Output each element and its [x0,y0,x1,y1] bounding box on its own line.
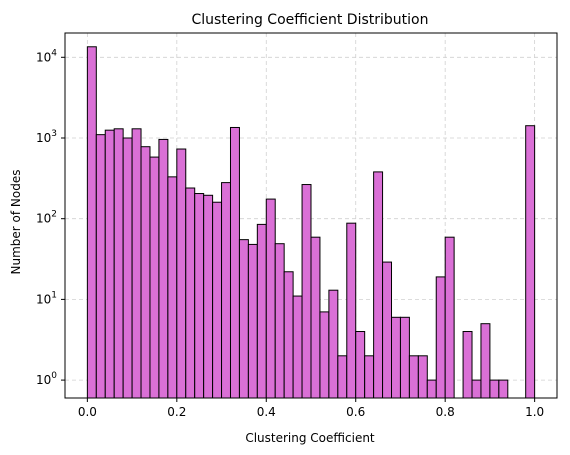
histogram-bar [355,331,366,399]
histogram-bar [310,236,321,399]
histogram-bar [104,129,115,399]
histogram-bar [480,323,491,399]
histogram-bar [489,379,500,399]
histogram-bar [274,243,285,399]
y-axis-label: Number of Nodes [9,170,23,275]
x-tick-label: 0.4 [257,405,276,419]
histogram-bar [185,187,196,399]
x-tick-label: 1.0 [525,405,544,419]
histogram-bar [283,271,294,399]
histogram-bar [417,355,428,399]
histogram-bar [391,316,401,399]
histogram-bar [86,46,97,399]
histogram-bar [131,128,142,399]
histogram-bar [426,379,437,399]
histogram-bar [337,355,348,399]
histogram-bar [158,138,169,399]
histogram-bar [471,379,482,399]
histogram-bar [301,184,312,399]
histogram-bar [95,134,106,399]
histogram-bar [238,239,249,399]
histogram-bar [525,125,536,399]
y-tick-label: 103 [36,129,57,145]
histogram-bar [444,236,455,399]
x-tick-label: 0.6 [346,405,365,419]
x-tick-label: 0.2 [167,405,186,419]
chart-title: Clustering Coefficient Distribution [192,12,429,28]
histogram-bar [373,171,384,399]
y-tick-label: 104 [36,48,57,64]
x-axis-label: Clustering Coefficient [245,431,375,445]
histogram-bar [221,182,231,399]
histogram-bar [399,316,410,399]
histogram-bar [212,201,223,399]
histogram-bar [498,379,509,399]
histogram-bar [113,128,124,399]
histogram-bar [382,261,393,399]
histogram-bar [292,295,303,399]
x-axis: 0.0 0.2 0.4 0.6 0.8 1.0 [78,398,544,419]
histogram-bar [194,193,205,399]
histogram-bar [229,126,240,399]
x-tick-label: 0.0 [78,405,97,419]
histogram-bar [247,243,258,399]
histogram-bar [265,198,276,399]
histogram-bar [122,137,133,399]
histogram-bar [176,148,187,399]
y-tick-label: 100 [36,371,57,387]
y-tick-label: 102 [36,210,57,226]
x-tick-label: 0.8 [436,405,455,419]
histogram-bar [328,289,339,399]
plot-frame [64,32,558,399]
histogram-bar [462,331,473,399]
histogram-bar [435,276,446,399]
histogram-bar [203,194,214,399]
bars [86,46,536,399]
histogram-bar [167,176,178,399]
histogram-bar [346,222,357,399]
histogram-bar [364,355,375,399]
histogram-bar [149,156,160,399]
histogram-bar [140,146,151,399]
histogram-bar [408,355,419,399]
histogram-bar [319,311,330,399]
y-tick-label: 101 [36,290,57,306]
y-axis: 100 101 102 103 104 [36,48,65,387]
histogram-bar [256,223,267,399]
